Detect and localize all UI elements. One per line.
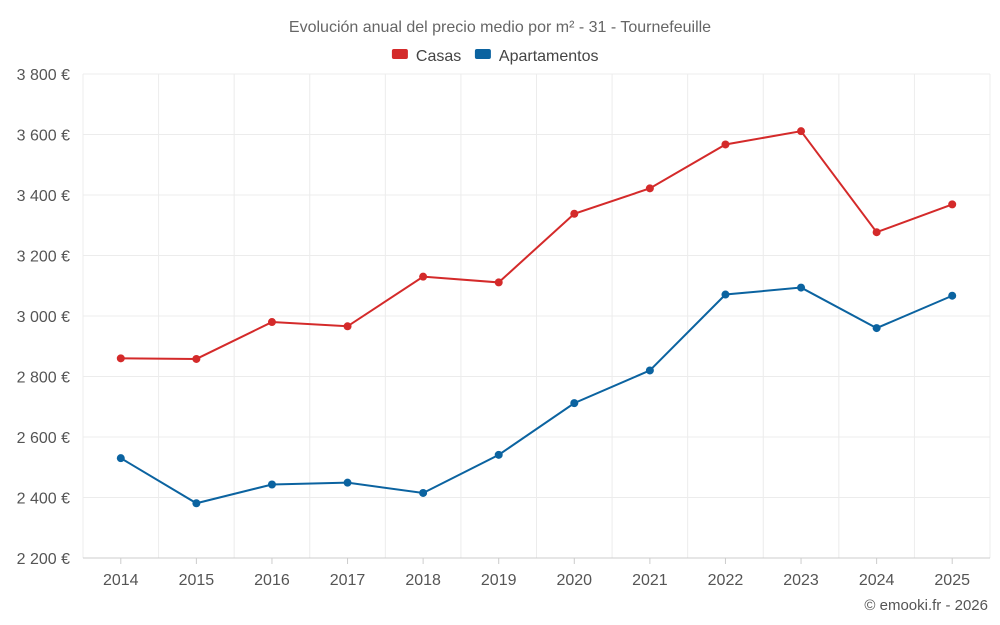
data-point-casas[interactable] — [419, 272, 428, 281]
x-tick-label: 2020 — [556, 572, 592, 589]
data-point-casas[interactable] — [872, 228, 881, 237]
data-point-apartamentos[interactable] — [570, 399, 579, 408]
data-point-casas[interactable] — [116, 354, 125, 363]
data-point-casas[interactable] — [192, 354, 201, 363]
legend: Casas Apartamentos — [391, 48, 599, 65]
y-tick-label: 2 400 € — [17, 491, 70, 508]
data-point-apartamentos[interactable] — [872, 324, 881, 333]
x-tick-label: 2019 — [481, 572, 517, 589]
legend-label-apartamentos[interactable]: Apartamentos — [499, 48, 599, 65]
data-point-casas[interactable] — [343, 322, 352, 331]
data-point-casas[interactable] — [494, 278, 503, 287]
x-tick-label: 2025 — [934, 572, 970, 589]
y-tick-label: 2 800 € — [17, 370, 70, 387]
y-tick-label: 3 200 € — [17, 249, 70, 266]
data-point-casas[interactable] — [797, 127, 806, 136]
data-point-apartamentos[interactable] — [645, 366, 654, 375]
data-point-apartamentos[interactable] — [721, 290, 730, 299]
legend-swatch-apartamentos[interactable] — [474, 49, 491, 59]
x-axis: 2014 2015 2016 2017 2018 2019 2020 2021 2022 2023… — [83, 557, 990, 589]
data-point-casas[interactable] — [570, 209, 579, 218]
x-tick-label: 2024 — [859, 572, 895, 589]
legend-swatch-casas[interactable] — [391, 49, 408, 59]
data-point-casas[interactable] — [721, 140, 730, 149]
data-point-casas[interactable] — [645, 184, 654, 193]
series-line-apartamentos — [120, 286, 953, 505]
data-point-apartamentos[interactable] — [419, 488, 428, 497]
x-tick-label: 2014 — [103, 572, 139, 589]
x-tick-label: 2021 — [632, 572, 668, 589]
x-tick-label: 2023 — [783, 572, 819, 589]
y-tick-label: 3 600 € — [17, 128, 70, 145]
y-tick-label: 3 800 € — [17, 67, 70, 84]
data-point-casas[interactable] — [948, 200, 957, 209]
legend-label-casas[interactable]: Casas — [416, 48, 461, 65]
x-tick-label: 2017 — [330, 572, 366, 589]
data-point-apartamentos[interactable] — [494, 450, 503, 459]
y-tick-label: 3 400 € — [17, 188, 70, 205]
x-tick-label: 2018 — [405, 572, 441, 589]
data-point-apartamentos[interactable] — [948, 291, 957, 300]
data-point-apartamentos[interactable] — [343, 478, 352, 487]
y-axis: 2 200 € 2 400 € 2 600 € 2 800 € 3 000 € 3 200… — [17, 67, 70, 568]
series-line-casas — [120, 130, 953, 360]
x-tick-label: 2022 — [708, 572, 744, 589]
y-tick-label: 2 200 € — [17, 551, 70, 568]
data-point-apartamentos[interactable] — [267, 480, 276, 489]
data-point-casas[interactable] — [267, 318, 276, 327]
x-tick-label: 2015 — [179, 572, 215, 589]
data-point-apartamentos[interactable] — [116, 454, 125, 463]
grid-lines — [82, 73, 991, 558]
data-point-apartamentos[interactable] — [797, 283, 806, 292]
y-tick-label: 2 600 € — [17, 430, 70, 447]
series-group — [116, 127, 957, 508]
x-tick-label: 2016 — [254, 572, 290, 589]
credit-text: © emooki.fr - 2026 — [864, 597, 988, 614]
data-point-apartamentos[interactable] — [192, 499, 201, 508]
chart-title: Evolución anual del precio medio por m² … — [289, 19, 711, 36]
y-tick-label: 3 000 € — [17, 309, 70, 326]
